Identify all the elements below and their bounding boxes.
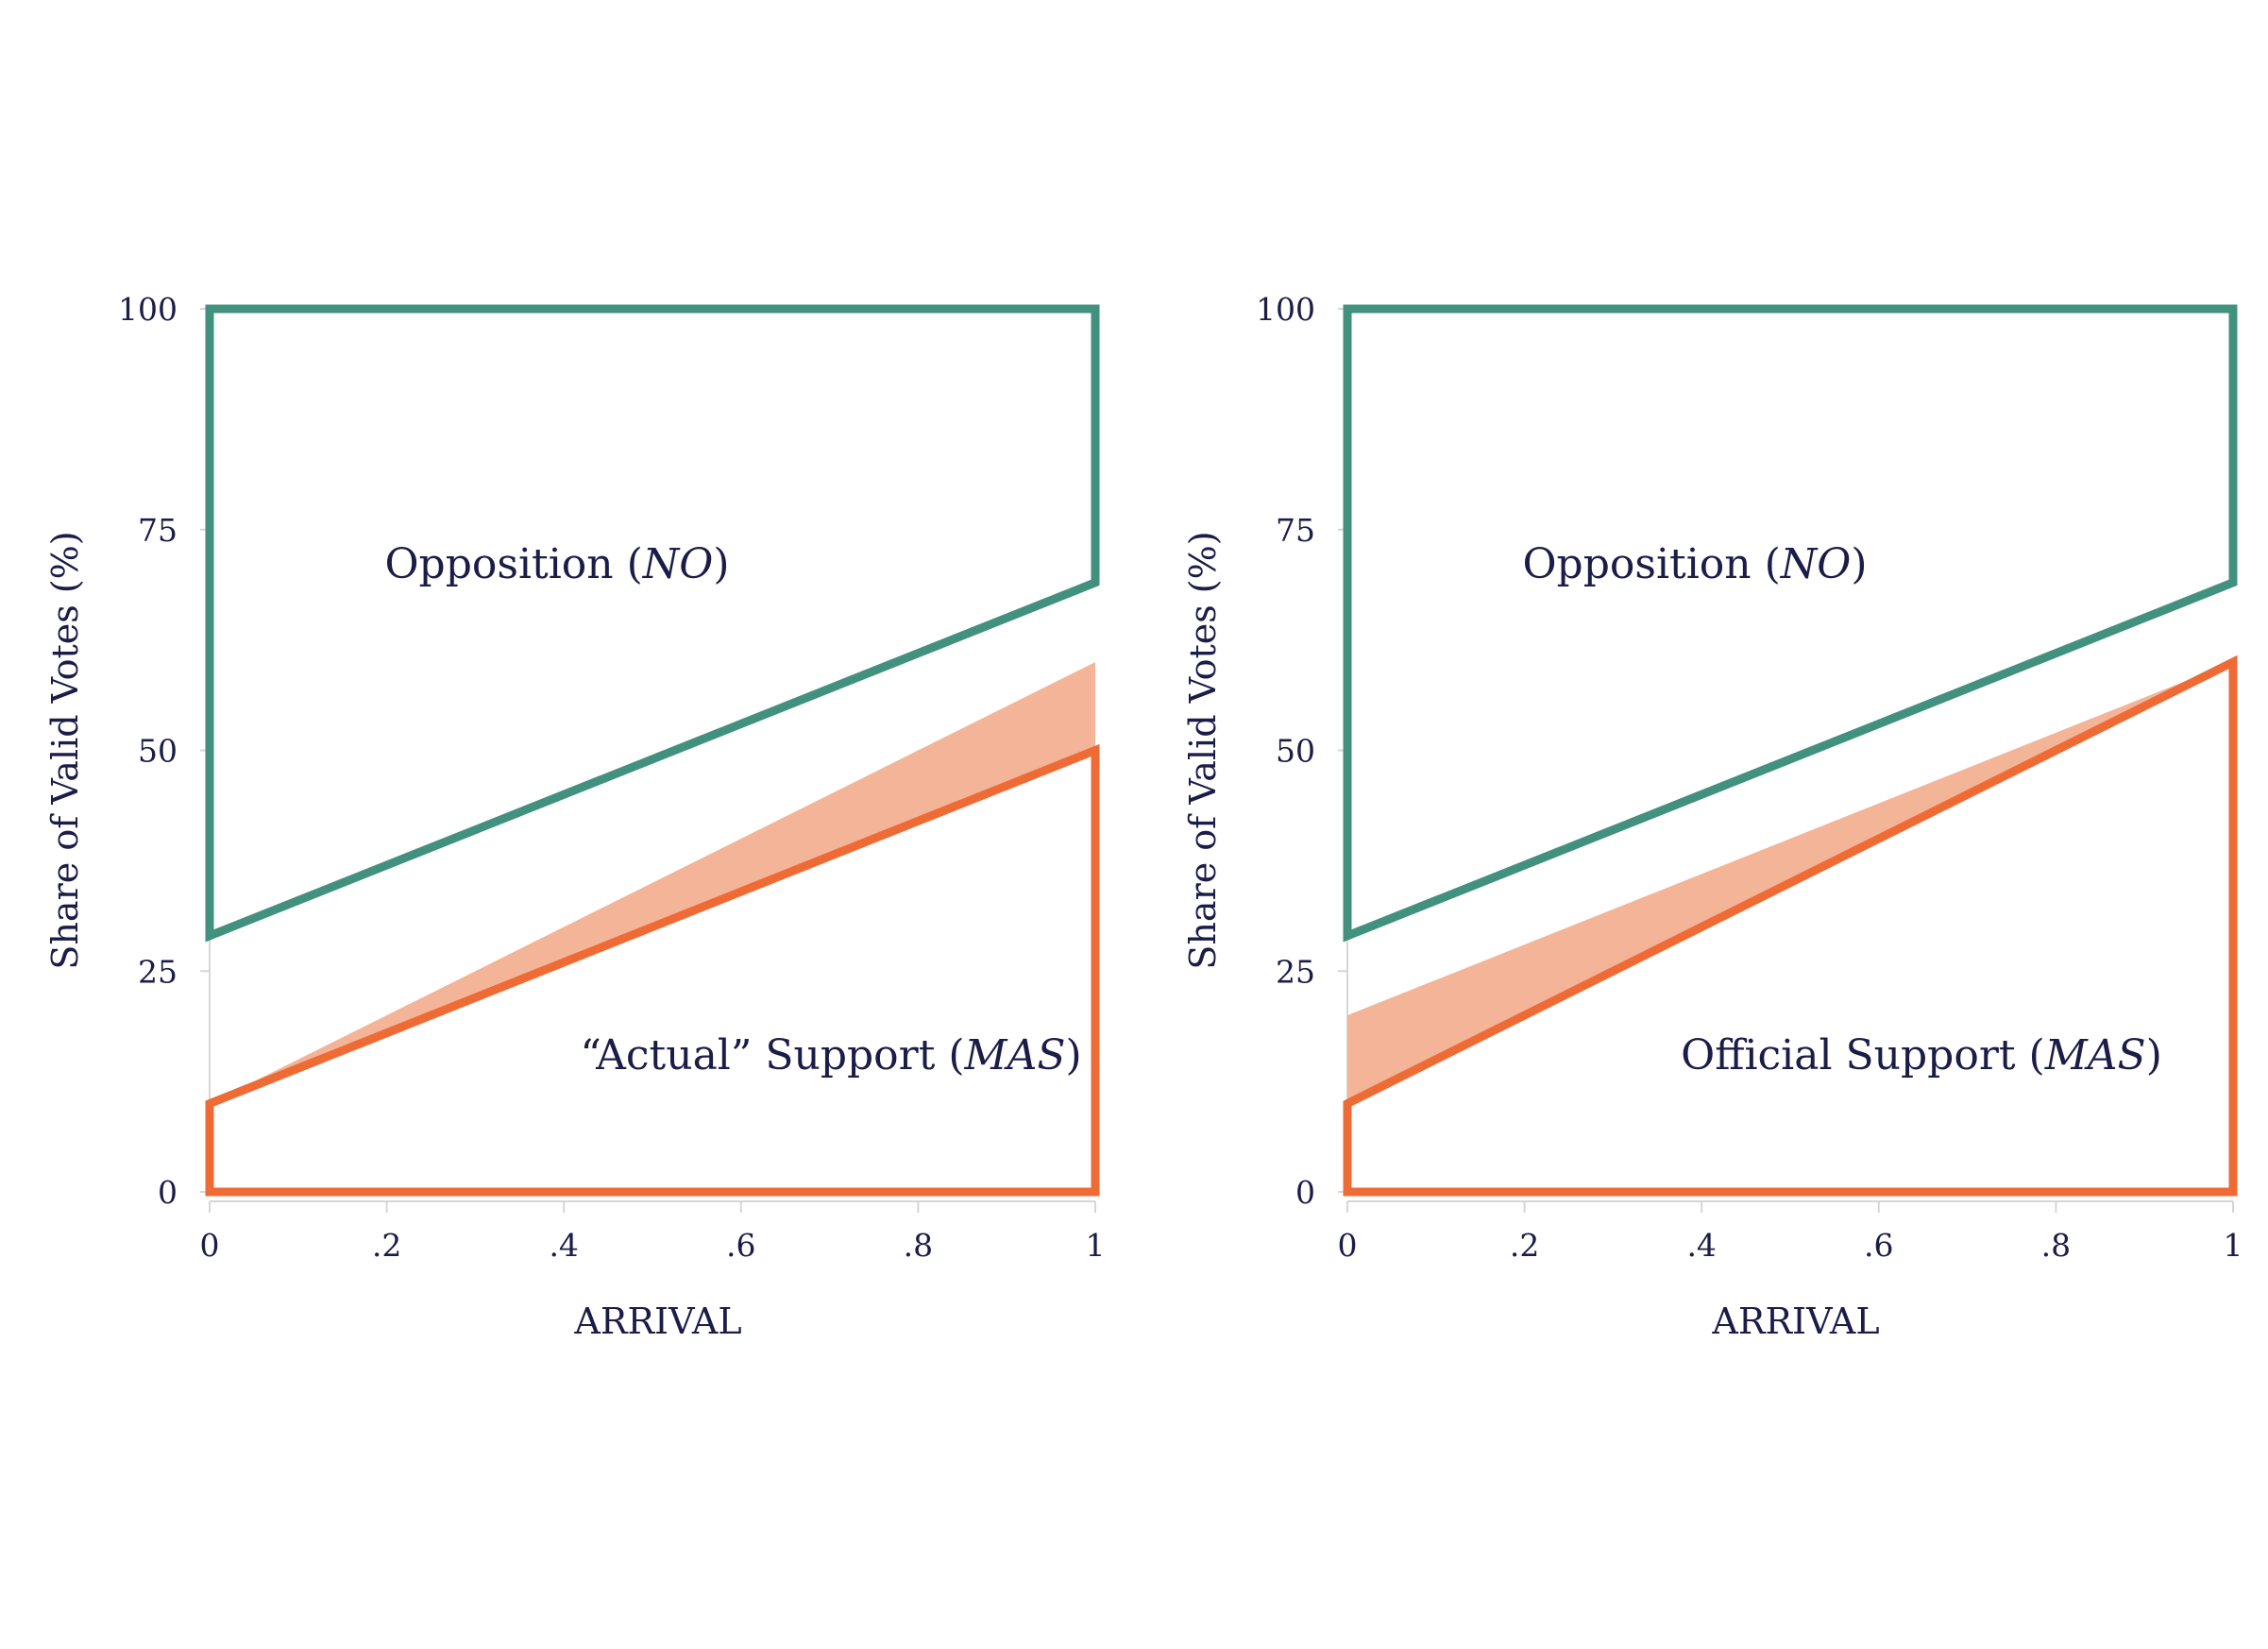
support-label: “Actual” Support (MAS) [580, 1031, 1081, 1080]
x-tick-label: .4 [549, 1227, 579, 1264]
x-tick-label: 1 [2224, 1227, 2243, 1264]
x-tick-label: .2 [1510, 1227, 1540, 1264]
x-tick-label: .2 [372, 1227, 402, 1264]
support-region-outline [205, 743, 1100, 1197]
shaded-band-area [210, 662, 1095, 1104]
y-tick-label: 75 [138, 512, 178, 549]
y-axis-title: Share of Valid Votes (%) [1182, 531, 1224, 969]
y-tick-label: 0 [158, 1174, 178, 1211]
y-tick-label: 100 [1256, 291, 1315, 328]
y-axis-title: Share of Valid Votes (%) [44, 531, 86, 969]
y-tick-label: 0 [1295, 1174, 1315, 1211]
x-tick-label: .4 [1686, 1227, 1717, 1264]
x-tick-label: 0 [1338, 1227, 1358, 1264]
opposition-region-outline [1343, 304, 2238, 943]
x-tick-label: .8 [2041, 1227, 2072, 1264]
x-tick-label: .8 [904, 1227, 934, 1264]
y-tick-label: 25 [1276, 953, 1315, 990]
x-tick-label: 1 [1086, 1227, 1106, 1264]
x-tick-label: .6 [726, 1227, 756, 1264]
x-axis-title: ARRIVAL [1711, 1300, 1879, 1342]
y-tick-label: 50 [138, 733, 178, 770]
y-tick-label: 100 [118, 291, 178, 328]
opposition-label: Opposition (NO) [384, 540, 729, 588]
support-region-outline [1343, 654, 2238, 1197]
y-tick-label: 50 [1276, 733, 1315, 770]
y-tick-label: 75 [1276, 512, 1315, 549]
opposition-region-outline [205, 304, 1100, 943]
x-tick-label: 0 [200, 1227, 220, 1264]
y-tick-label: 25 [138, 953, 178, 990]
right-panel: 0 25 50 75 100 0 .2 .4 .6 .8 1 Opposition (NO) Offic… [1182, 291, 2243, 1342]
x-tick-label: .6 [1864, 1227, 1894, 1264]
opposition-label: Opposition (NO) [1522, 540, 1867, 588]
left-panel: 0 25 50 75 100 0 .2 .4 .6 .8 1 Opposition (NO) “Actu… [44, 291, 1106, 1342]
support-label: Official Support (MAS) [1681, 1031, 2162, 1080]
x-axis-title: ARRIVAL [573, 1300, 741, 1342]
